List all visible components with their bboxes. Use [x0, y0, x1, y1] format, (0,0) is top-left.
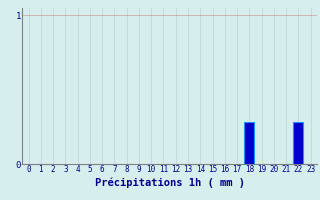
- X-axis label: Précipitations 1h ( mm ): Précipitations 1h ( mm ): [95, 177, 244, 188]
- Bar: [244, 122, 254, 164]
- Bar: [293, 122, 303, 164]
